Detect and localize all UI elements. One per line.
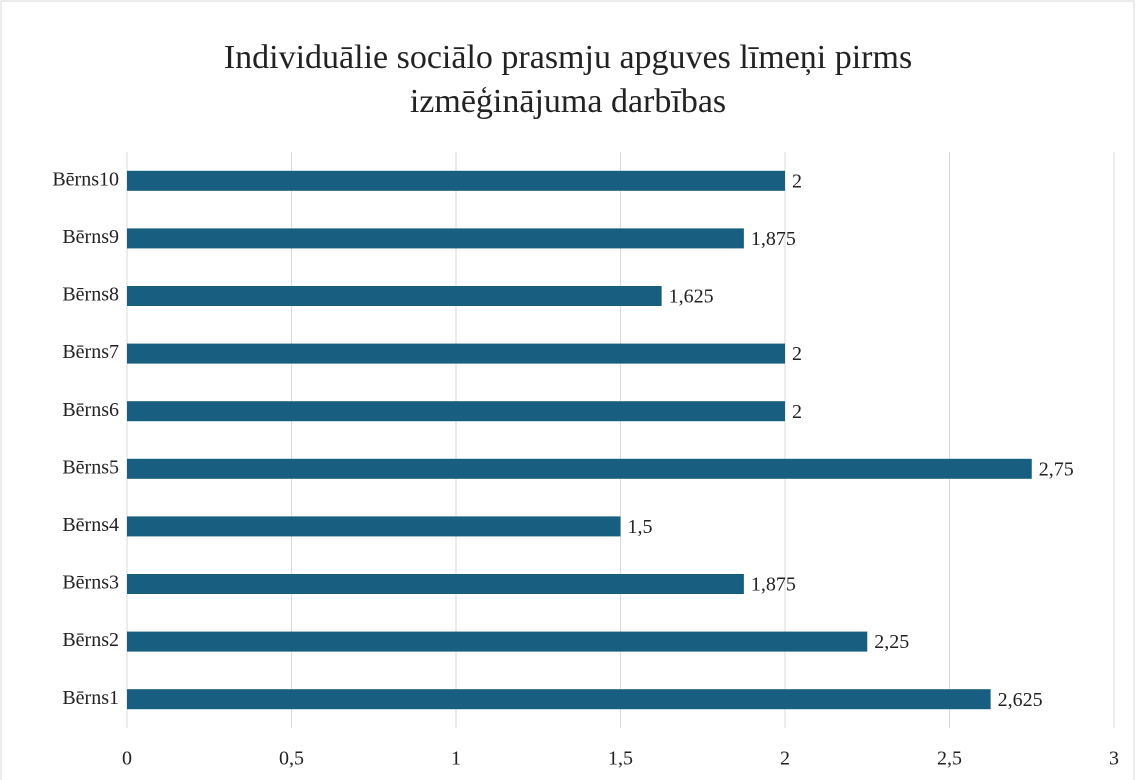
- bar: [127, 170, 785, 191]
- y-tick-label: Bērns9: [62, 226, 119, 248]
- data-label: 1,875: [751, 228, 796, 250]
- x-tick-label: 2,5: [937, 748, 962, 770]
- y-tick-label: Bērns5: [62, 456, 119, 478]
- x-tick-label: 1: [451, 748, 461, 770]
- y-tick-label: Bērns1: [62, 687, 119, 709]
- data-label: 2: [792, 343, 802, 365]
- y-tick-label: Bērns2: [62, 629, 119, 651]
- y-tick-label: Bērns3: [62, 572, 119, 594]
- data-label: 1,5: [628, 516, 653, 538]
- y-tick-label: Bērns8: [62, 284, 119, 306]
- data-label: 2,25: [874, 631, 909, 653]
- data-label: 2,75: [1039, 458, 1074, 480]
- bar: [127, 228, 744, 249]
- bar: [127, 631, 868, 652]
- x-tick-label: 2: [780, 748, 790, 770]
- y-tick-label: Bērns6: [62, 399, 119, 421]
- data-label: 2,625: [998, 689, 1043, 711]
- data-label: 2: [792, 401, 802, 423]
- bar: [127, 286, 662, 306]
- chart-title: Individuālie sociālo prasmju apguves līm…: [223, 39, 913, 120]
- x-tick-label: 0,5: [279, 748, 304, 770]
- data-label: 1,875: [751, 574, 796, 596]
- data-label: 2: [792, 170, 802, 192]
- bar: [127, 574, 744, 594]
- x-tick-label: 1,5: [608, 748, 633, 770]
- y-tick-label: Bērns4: [62, 514, 119, 536]
- y-tick-label: Bērns7: [62, 341, 119, 363]
- bar: [127, 458, 1032, 479]
- y-tick-label: Bērns10: [52, 168, 119, 190]
- x-tick-label: 3: [1109, 748, 1119, 770]
- bar: [127, 401, 785, 422]
- bar: [127, 343, 785, 364]
- bar: [127, 689, 991, 710]
- bar: [127, 516, 621, 537]
- data-label: 1,625: [669, 286, 714, 308]
- x-tick-label: 0: [122, 748, 132, 770]
